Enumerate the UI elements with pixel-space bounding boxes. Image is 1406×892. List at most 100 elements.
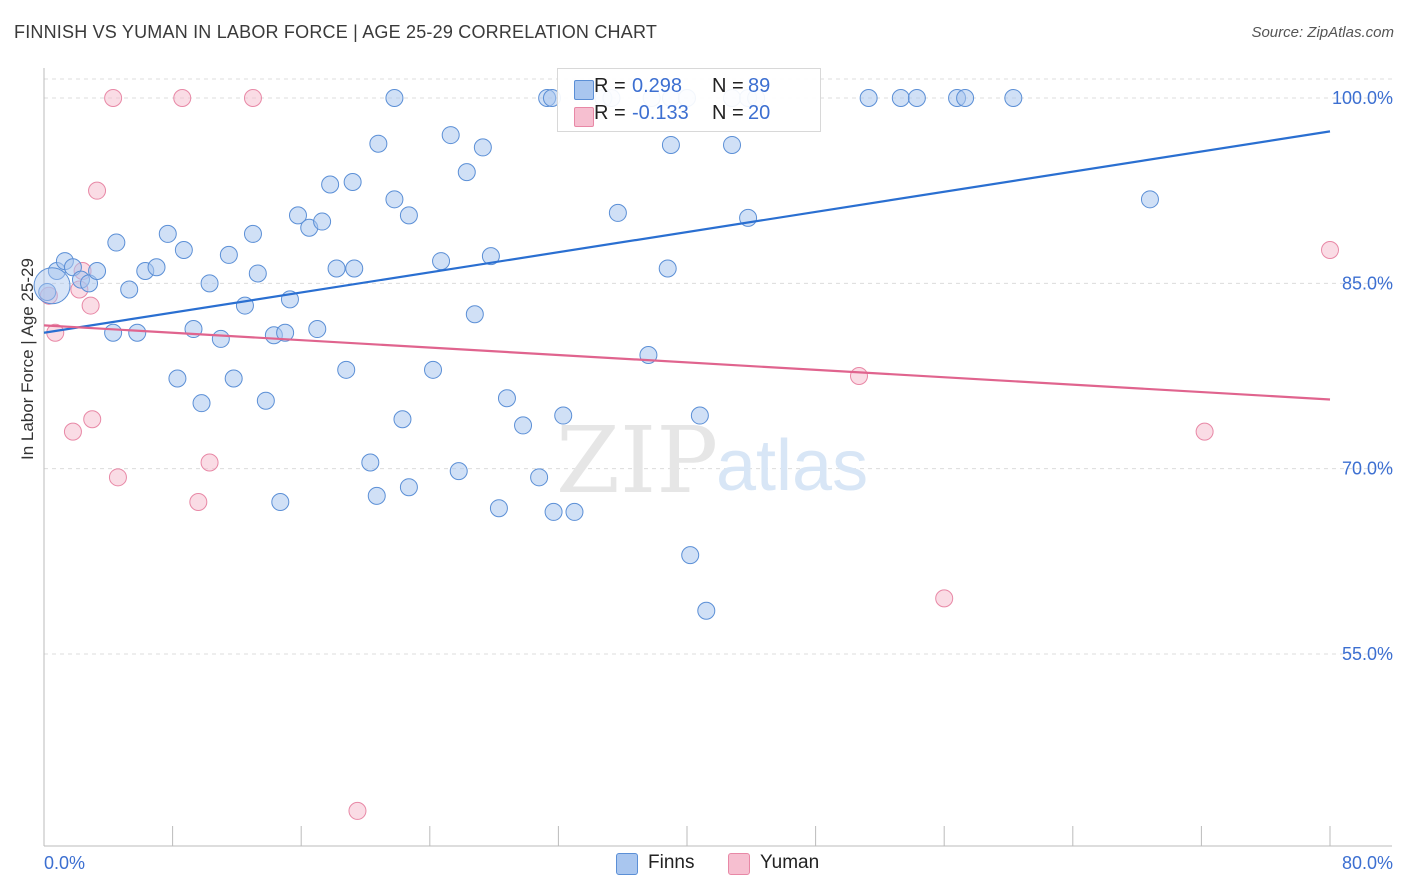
finns-point <box>385 190 404 209</box>
legend-yuman-swatch <box>728 853 750 875</box>
x-tick-label: 80.0% <box>1342 853 1393 873</box>
finns-points <box>33 89 1159 620</box>
finns-point <box>243 224 262 243</box>
yuman-point <box>104 89 123 107</box>
legend-item-finns: Finns <box>616 852 695 875</box>
finns-point <box>565 502 584 521</box>
yuman-n-label: N = <box>712 102 744 124</box>
finns-r-value: 0.298 <box>632 75 683 97</box>
finns-point <box>432 252 451 271</box>
yuman-point <box>348 801 367 820</box>
finns-point <box>337 360 356 379</box>
finns-point <box>681 546 700 565</box>
finns-n-label: N = <box>712 75 744 97</box>
finns-point <box>457 163 476 182</box>
yuman-r-value: -0.133 <box>632 102 689 124</box>
finns-point <box>393 410 412 429</box>
y-tick-label: 85.0% <box>1342 273 1393 293</box>
finns-point <box>308 320 327 339</box>
finns-point <box>690 406 709 425</box>
finns-point <box>465 305 484 324</box>
finns-point <box>107 233 126 252</box>
stats-legend: R = 0.298 N = 89 R = -0.133 N = 20 <box>557 68 821 132</box>
yuman-r-label: R = <box>594 102 626 124</box>
finns-r-label: R = <box>594 75 626 97</box>
finns-point <box>288 206 307 225</box>
finns-point <box>956 89 975 107</box>
legend-item-yuman: Yuman <box>728 852 820 875</box>
finns-point <box>256 391 275 410</box>
legend-finns-label: Finns <box>648 852 695 873</box>
yuman-point <box>108 468 127 487</box>
finns-point <box>367 486 386 505</box>
yuman-point <box>173 89 192 107</box>
finns-point <box>361 453 380 472</box>
finns-point <box>271 493 290 512</box>
finns-point <box>211 329 230 348</box>
yuman-swatch <box>574 107 594 127</box>
y-tick-label: 55.0% <box>1342 644 1393 664</box>
finns-point <box>399 206 418 225</box>
watermark: ZIP atlas <box>556 407 868 514</box>
chart-source: Source: ZipAtlas.com <box>1251 24 1394 41</box>
trend-lines <box>43 130 1331 401</box>
finns-point <box>147 258 166 277</box>
legend-yuman-label: Yuman <box>760 852 820 873</box>
stats-row-yuman: R = -0.133 N = 20 <box>574 102 770 127</box>
finns-point <box>514 416 533 435</box>
watermark-zip: ZIP <box>556 407 718 514</box>
finns-trend-line <box>43 130 1331 334</box>
finns-point <box>224 369 243 388</box>
yuman-point <box>63 422 82 441</box>
finns-point <box>128 323 147 342</box>
yuman-point <box>88 181 107 200</box>
finns-point <box>554 406 573 425</box>
finns-point <box>697 601 716 620</box>
finns-point <box>608 203 627 222</box>
finns-point <box>530 468 549 487</box>
finns-point <box>661 135 680 154</box>
finns-swatch <box>574 80 594 100</box>
finns-point <box>345 259 364 278</box>
finns-point <box>248 264 267 283</box>
finns-point <box>658 259 677 278</box>
finns-point <box>481 247 500 266</box>
yuman-point <box>1195 422 1214 441</box>
yuman-point <box>200 453 219 472</box>
finns-point <box>104 323 123 342</box>
finns-point <box>120 280 139 299</box>
finns-point <box>343 173 362 192</box>
yuman-point <box>189 493 208 512</box>
finns-point <box>313 212 332 231</box>
legend-finns-swatch <box>616 853 638 875</box>
y-tick-label: 70.0% <box>1342 459 1393 479</box>
finns-point <box>369 134 388 153</box>
finns-point <box>321 175 340 194</box>
finns-point <box>219 245 238 264</box>
axes <box>43 68 1392 847</box>
stats-row-finns: R = 0.298 N = 89 <box>574 75 771 100</box>
finns-point <box>497 389 516 408</box>
grid-lines <box>44 78 1392 655</box>
finns-point <box>174 240 193 259</box>
tick-labels: 100.0% 85.0% 70.0% 55.0% 0.0% 80.0% <box>44 88 1393 873</box>
finns-point <box>907 89 926 107</box>
finns-point <box>473 138 492 157</box>
y-tick-label: 100.0% <box>1332 88 1393 108</box>
finns-point <box>200 274 219 293</box>
finns-point <box>1004 89 1023 107</box>
y-axis-label: In Labor Force | Age 25-29 <box>18 258 37 460</box>
yuman-point <box>83 410 102 429</box>
finns-point <box>38 282 57 301</box>
finns-point <box>449 462 468 481</box>
series-legend: Finns Yuman <box>0 852 1406 878</box>
yuman-points <box>39 89 1339 820</box>
finns-point <box>158 224 177 243</box>
yuman-point <box>850 367 869 385</box>
yuman-trend-line <box>43 324 1331 401</box>
finns-point <box>168 369 187 388</box>
finns-point <box>399 478 418 497</box>
finns-n-value: 89 <box>748 75 771 97</box>
yuman-point <box>935 589 954 608</box>
yuman-point <box>243 89 262 107</box>
